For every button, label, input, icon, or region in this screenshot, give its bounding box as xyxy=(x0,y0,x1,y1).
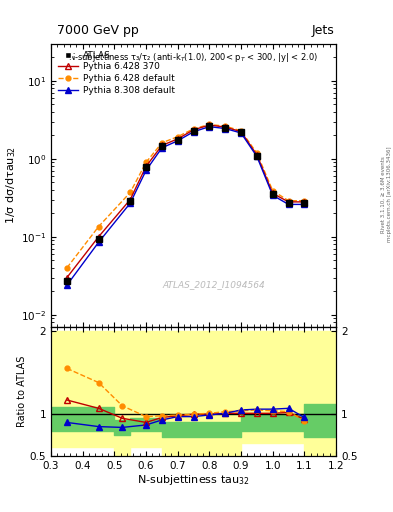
Text: ATLAS_2012_I1094564: ATLAS_2012_I1094564 xyxy=(162,280,265,289)
Y-axis label: 1/σ dσ/dτau$_{32}$: 1/σ dσ/dτau$_{32}$ xyxy=(4,146,18,224)
Text: N-subjettiness τ₃/τ₂ (anti-k$_T$(1.0), 200< p$_T$ < 300, |y| < 2.0): N-subjettiness τ₃/τ₂ (anti-k$_T$(1.0), 2… xyxy=(68,51,319,63)
Text: Jets: Jets xyxy=(312,25,335,37)
Text: Rivet 3.1.10, ≥ 3.6M events: Rivet 3.1.10, ≥ 3.6M events xyxy=(381,156,386,233)
Legend: ATLAS, Pythia 6.428 370, Pythia 6.428 default, Pythia 8.308 default: ATLAS, Pythia 6.428 370, Pythia 6.428 de… xyxy=(55,48,177,98)
Text: mcplots.cern.ch [arXiv:1306.3436]: mcplots.cern.ch [arXiv:1306.3436] xyxy=(387,147,391,242)
Text: 7000 GeV pp: 7000 GeV pp xyxy=(57,25,139,37)
Y-axis label: Ratio to ATLAS: Ratio to ATLAS xyxy=(17,356,27,427)
X-axis label: N-subjettiness tau$_{32}$: N-subjettiness tau$_{32}$ xyxy=(137,473,250,487)
